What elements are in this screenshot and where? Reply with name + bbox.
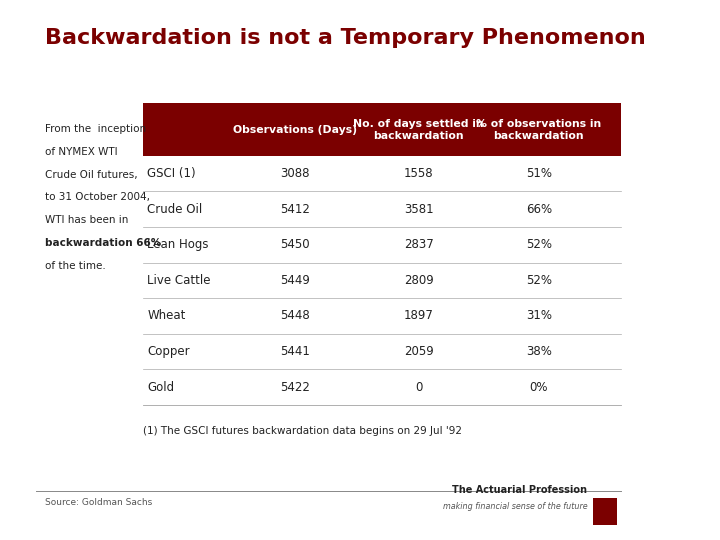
Text: 1897: 1897 (404, 309, 433, 322)
Text: Lean Hogs: Lean Hogs (147, 238, 209, 251)
Text: 5422: 5422 (280, 381, 310, 394)
Text: making financial sense of the future: making financial sense of the future (443, 502, 588, 511)
Text: Live Cattle: Live Cattle (147, 274, 211, 287)
Text: 5412: 5412 (280, 202, 310, 215)
Text: 5448: 5448 (280, 309, 310, 322)
Text: Wheat: Wheat (147, 309, 186, 322)
Text: The Actuarial Profession: The Actuarial Profession (452, 485, 588, 495)
Text: 2809: 2809 (404, 274, 433, 287)
Text: Backwardation is not a Temporary Phenomenon: Backwardation is not a Temporary Phenome… (45, 28, 646, 48)
Text: 2059: 2059 (404, 345, 433, 358)
Text: of the time.: of the time. (45, 261, 106, 271)
Text: 5441: 5441 (280, 345, 310, 358)
Text: (1) The GSCI futures backwardation data begins on 29 Jul '92: (1) The GSCI futures backwardation data … (143, 426, 462, 436)
Text: 38%: 38% (526, 345, 552, 358)
Text: 51%: 51% (526, 167, 552, 180)
Text: 31%: 31% (526, 309, 552, 322)
Text: 2837: 2837 (404, 238, 433, 251)
Text: Observations (Days): Observations (Days) (233, 125, 357, 135)
FancyBboxPatch shape (143, 103, 621, 156)
Text: Crude Oil futures,: Crude Oil futures, (45, 170, 138, 179)
FancyBboxPatch shape (593, 497, 616, 525)
Text: of NYMEX WTI: of NYMEX WTI (45, 147, 118, 157)
Text: 0%: 0% (529, 381, 548, 394)
Text: 0: 0 (415, 381, 422, 394)
Text: GSCI (1): GSCI (1) (147, 167, 196, 180)
Text: 3088: 3088 (280, 167, 310, 180)
Text: Source: Goldman Sachs: Source: Goldman Sachs (45, 497, 153, 507)
Text: WTI has been in: WTI has been in (45, 215, 129, 225)
Text: 3581: 3581 (404, 202, 433, 215)
Text: 5450: 5450 (280, 238, 310, 251)
Text: 1558: 1558 (404, 167, 433, 180)
Text: backwardation 66%: backwardation 66% (45, 238, 161, 248)
Text: 52%: 52% (526, 238, 552, 251)
Text: Copper: Copper (147, 345, 190, 358)
Text: 52%: 52% (526, 274, 552, 287)
Text: % of observations in
backwardation: % of observations in backwardation (476, 119, 601, 141)
Text: 5449: 5449 (280, 274, 310, 287)
Text: From the  inception: From the inception (45, 124, 146, 134)
Text: Crude Oil: Crude Oil (147, 202, 202, 215)
Text: to 31 October 2004,: to 31 October 2004, (45, 192, 150, 202)
Text: 66%: 66% (526, 202, 552, 215)
Text: Gold: Gold (147, 381, 174, 394)
Text: No. of days settled in
backwardation: No. of days settled in backwardation (354, 119, 484, 141)
